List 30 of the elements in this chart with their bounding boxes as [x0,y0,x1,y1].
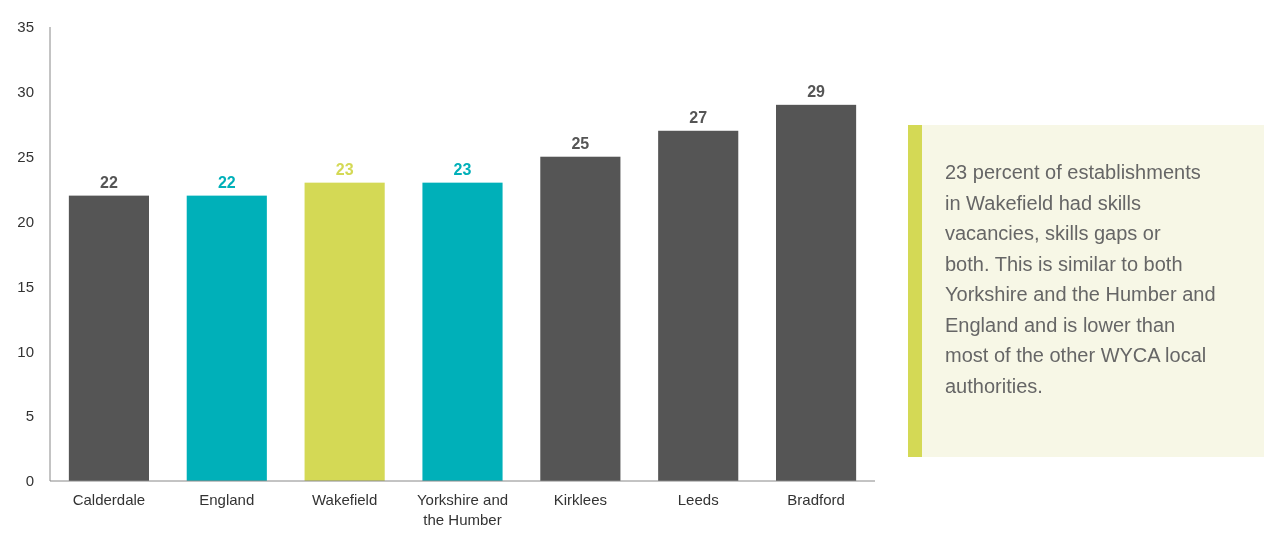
data-label: 29 [807,82,826,100]
x-tick-label: Wakefield [311,491,378,508]
x-tick-label: Bradford [787,491,845,508]
data-label: 27 [689,108,708,126]
x-tick-label: Yorkshire and the Humber [416,491,509,528]
data-label: 22 [217,173,236,191]
y-tick-label: 10 [17,342,34,360]
y-tick-label: 25 [17,147,34,165]
bar [776,104,857,481]
text: 23 percent of establishments in Wakefield had skills vacancies, skills gaps or both. This is similar to both Yorkshire and the Humber and England and is lower than most of the other WYCA local authorities. [945,161,1216,397]
bar [68,195,149,481]
x-tick-label: Leeds [677,491,719,508]
y-tick-label: 30 [17,83,34,101]
y-tick-label: 35 [17,18,34,36]
bar [658,130,739,481]
data-label: 23 [335,160,354,178]
data-label: 25 [571,134,590,152]
y-tick-label: 20 [17,212,34,230]
y-tick-label: 5 [25,407,34,425]
bar [540,156,621,481]
y-tick-label: 15 [17,277,34,295]
data-label: 22 [100,173,118,191]
x-tick-label: England [199,491,255,508]
x-tick-label: Calderdale [72,491,146,508]
x-tick-label: Kirklees [553,491,608,508]
data-label: 23 [453,160,472,178]
bar [186,195,267,481]
bar [422,182,503,481]
bar [304,182,385,481]
y-tick-label: 0 [25,472,34,490]
